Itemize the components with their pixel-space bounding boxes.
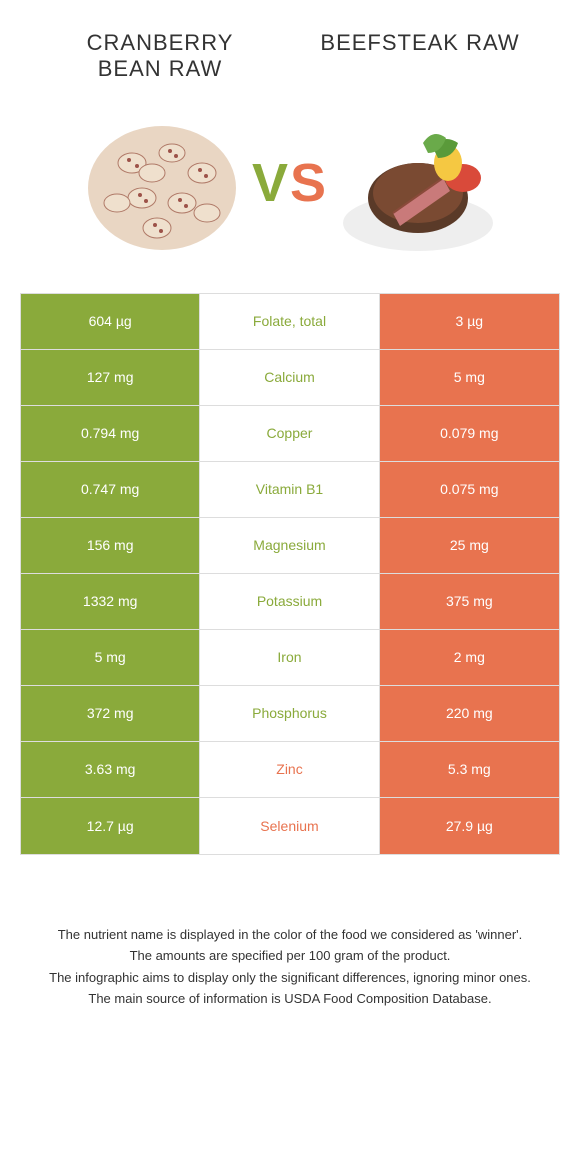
table-row: 5 mgIron2 mg bbox=[21, 630, 559, 686]
vs-v: V bbox=[252, 153, 290, 213]
right-food-title: BEEFSTEAK RAW bbox=[320, 30, 520, 83]
right-value-cell: 5.3 mg bbox=[380, 742, 559, 797]
right-food-image bbox=[338, 103, 498, 263]
left-value-cell: 1332 mg bbox=[21, 574, 200, 629]
footer-line: The infographic aims to display only the… bbox=[30, 968, 550, 988]
left-value-cell: 156 mg bbox=[21, 518, 200, 573]
footer-line: The nutrient name is displayed in the co… bbox=[30, 925, 550, 945]
table-row: 372 mgPhosphorus220 mg bbox=[21, 686, 559, 742]
nutrient-name-cell: Magnesium bbox=[200, 518, 379, 573]
images-row: VS bbox=[0, 93, 580, 293]
nutrient-name-cell: Folate, total bbox=[200, 294, 379, 349]
right-value-cell: 3 µg bbox=[380, 294, 559, 349]
left-value-cell: 372 mg bbox=[21, 686, 200, 741]
right-value-cell: 220 mg bbox=[380, 686, 559, 741]
left-value-cell: 127 mg bbox=[21, 350, 200, 405]
comparison-table: 604 µgFolate, total3 µg127 mgCalcium5 mg… bbox=[20, 293, 560, 855]
table-row: 0.747 mgVitamin B10.075 mg bbox=[21, 462, 559, 518]
nutrient-name-cell: Phosphorus bbox=[200, 686, 379, 741]
vs-label: VS bbox=[252, 152, 328, 214]
nutrient-name-cell: Iron bbox=[200, 630, 379, 685]
right-value-cell: 5 mg bbox=[380, 350, 559, 405]
header: CRANBERRY BEAN RAW BEEFSTEAK RAW bbox=[0, 0, 580, 93]
nutrient-name-cell: Vitamin B1 bbox=[200, 462, 379, 517]
nutrient-name-cell: Selenium bbox=[200, 798, 379, 854]
table-row: 1332 mgPotassium375 mg bbox=[21, 574, 559, 630]
table-row: 156 mgMagnesium25 mg bbox=[21, 518, 559, 574]
left-value-cell: 0.794 mg bbox=[21, 406, 200, 461]
table-row: 12.7 µgSelenium27.9 µg bbox=[21, 798, 559, 854]
left-value-cell: 0.747 mg bbox=[21, 462, 200, 517]
footer-notes: The nutrient name is displayed in the co… bbox=[30, 925, 550, 1011]
nutrient-name-cell: Zinc bbox=[200, 742, 379, 797]
table-row: 127 mgCalcium5 mg bbox=[21, 350, 559, 406]
nutrient-name-cell: Calcium bbox=[200, 350, 379, 405]
table-row: 0.794 mgCopper0.079 mg bbox=[21, 406, 559, 462]
right-value-cell: 0.079 mg bbox=[380, 406, 559, 461]
right-value-cell: 2 mg bbox=[380, 630, 559, 685]
left-value-cell: 5 mg bbox=[21, 630, 200, 685]
left-value-cell: 12.7 µg bbox=[21, 798, 200, 854]
right-value-cell: 25 mg bbox=[380, 518, 559, 573]
right-value-cell: 375 mg bbox=[380, 574, 559, 629]
left-food-image bbox=[82, 103, 242, 263]
left-value-cell: 3.63 mg bbox=[21, 742, 200, 797]
right-value-cell: 27.9 µg bbox=[380, 798, 559, 854]
table-row: 604 µgFolate, total3 µg bbox=[21, 294, 559, 350]
footer-line: The main source of information is USDA F… bbox=[30, 989, 550, 1009]
footer-line: The amounts are specified per 100 gram o… bbox=[30, 946, 550, 966]
vs-s: S bbox=[290, 153, 328, 213]
table-row: 3.63 mgZinc5.3 mg bbox=[21, 742, 559, 798]
left-value-cell: 604 µg bbox=[21, 294, 200, 349]
nutrient-name-cell: Copper bbox=[200, 406, 379, 461]
left-food-title: CRANBERRY BEAN RAW bbox=[60, 30, 260, 83]
right-value-cell: 0.075 mg bbox=[380, 462, 559, 517]
nutrient-name-cell: Potassium bbox=[200, 574, 379, 629]
